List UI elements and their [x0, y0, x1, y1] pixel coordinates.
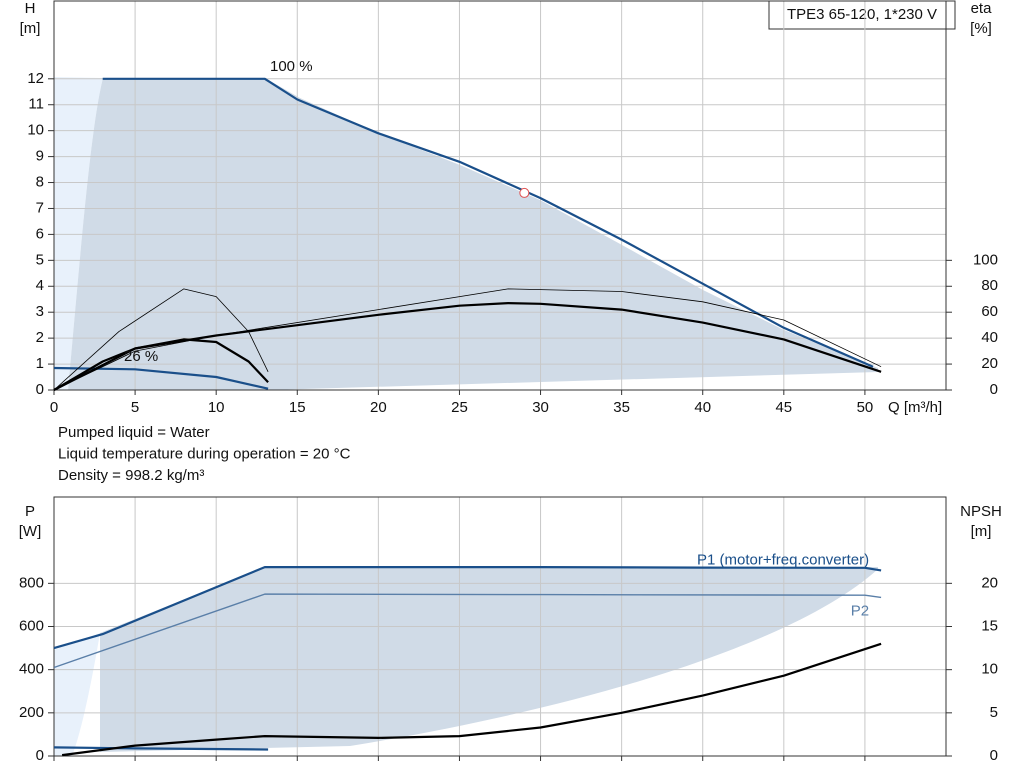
region — [100, 567, 878, 752]
note: Liquid temperature during operation = 20… — [58, 445, 351, 462]
y-tick-label: 6 — [36, 225, 44, 242]
y-tick-label: 11 — [28, 96, 44, 113]
y2-tick-label: 0 — [990, 747, 998, 764]
x-axis-label: Q [m³/h] — [888, 399, 942, 416]
x-tick-label: 25 — [451, 399, 468, 416]
curve — [53, 288, 882, 391]
y2-tick-label: 20 — [981, 574, 998, 591]
y-tick-label: 10 — [27, 122, 44, 139]
y-tick-label: 0 — [36, 747, 44, 764]
y2-tick-label: 40 — [981, 329, 998, 346]
y2-tick-label: 15 — [981, 617, 998, 634]
title-box — [768, 0, 956, 30]
curve — [53, 746, 269, 751]
x-tick-label: 40 — [694, 399, 711, 416]
y2-tick-label: 80 — [981, 277, 998, 294]
y-axis-label: H — [25, 0, 36, 17]
y2-tick-label: 60 — [981, 303, 998, 320]
y-tick-label: 200 — [19, 704, 44, 721]
y-tick-label: 400 — [19, 661, 44, 678]
curve — [102, 77, 874, 368]
annotation: 26 % — [124, 348, 158, 365]
y-axis-label: [m] — [20, 20, 41, 37]
subtitle: TPE3 65-120, 1*230 V — [787, 6, 937, 23]
y-tick-label: 3 — [36, 303, 44, 320]
y2-axis-label: [%] — [970, 20, 992, 37]
curve — [53, 302, 882, 391]
y-tick-label: 8 — [36, 174, 44, 191]
x-tick-label: 10 — [208, 399, 225, 416]
y2-axis-label: [m] — [971, 523, 992, 540]
x-tick-label: 30 — [532, 399, 549, 416]
y-tick-label: 12 — [27, 70, 44, 87]
curve — [53, 593, 882, 669]
x-tick-label: 5 — [131, 399, 139, 416]
y-tick-label: 2 — [36, 329, 44, 346]
y-tick-label: 600 — [19, 617, 44, 634]
y-tick-label: 800 — [19, 574, 44, 591]
x-tick-label: 50 — [857, 399, 874, 416]
operating-point — [519, 187, 530, 198]
curve — [53, 338, 269, 391]
x-tick-label: 45 — [775, 399, 792, 416]
y-tick-label: 9 — [36, 148, 44, 165]
y2-axis-label: NPSH — [960, 503, 1002, 520]
note: Pumped liquid = Water — [58, 424, 210, 441]
y2-tick-label: 20 — [981, 355, 998, 372]
y-tick-label: 4 — [36, 277, 44, 294]
curve — [53, 566, 882, 650]
x-tick-label: 20 — [370, 399, 387, 416]
plot-frame — [53, 0, 947, 391]
y-tick-label: 0 — [36, 381, 44, 398]
y-tick-label: 1 — [36, 355, 44, 372]
curve — [53, 288, 269, 391]
x-tick-label: 35 — [613, 399, 630, 416]
y2-tick-label: 0 — [990, 381, 998, 398]
curve — [61, 642, 882, 757]
plot-frame — [53, 496, 947, 757]
y2-tick-label: 5 — [990, 704, 998, 721]
y2-tick-label: 100 — [973, 251, 998, 268]
x-tick-label: 0 — [50, 399, 58, 416]
y-axis-label: P — [25, 503, 35, 520]
y2-tick-label: 10 — [981, 661, 998, 678]
y-tick-label: 5 — [36, 251, 44, 268]
y-tick-label: 7 — [36, 199, 44, 216]
series-label: P1 (motor+freq.converter) — [697, 551, 869, 568]
series-label: P2 — [851, 602, 869, 619]
y2-axis-label: eta — [971, 0, 993, 17]
y-axis-label: [W] — [19, 523, 42, 540]
region-light — [54, 633, 100, 756]
x-tick-label: 15 — [289, 399, 306, 416]
note: Density = 998.2 kg/m³ — [58, 467, 204, 484]
annotation: 100 % — [270, 58, 313, 75]
